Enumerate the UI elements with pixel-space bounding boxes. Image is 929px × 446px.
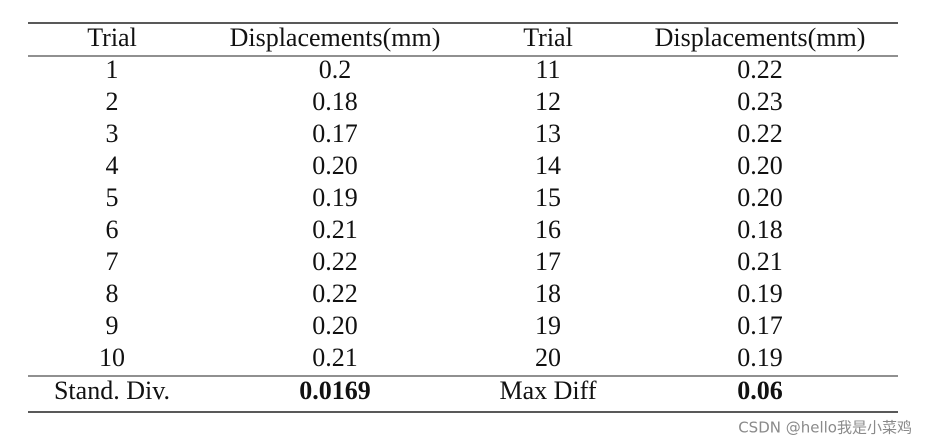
cell: 5 <box>106 183 119 212</box>
cell: 14 <box>535 151 561 180</box>
cell: 7 <box>106 247 119 276</box>
cell: 3 <box>106 119 119 148</box>
header-cell: Displacements(mm) <box>230 23 441 52</box>
cell: 20 <box>535 343 561 372</box>
cell: 11 <box>535 55 560 84</box>
footer-cell: Max Diff <box>499 376 596 405</box>
cell: 0.22 <box>312 279 358 308</box>
footer-cell: 0.06 <box>737 376 783 405</box>
cell: 1 <box>106 55 119 84</box>
cell: 19 <box>535 311 561 340</box>
cell: 0.2 <box>319 55 352 84</box>
cell: 0.20 <box>312 151 358 180</box>
header-cell: Trial <box>523 23 573 52</box>
cell: 2 <box>106 87 119 116</box>
cell: 0.20 <box>312 311 358 340</box>
cell: 17 <box>535 247 561 276</box>
cell: 0.19 <box>312 183 358 212</box>
cell: 9 <box>106 311 119 340</box>
cell: 4 <box>106 151 119 180</box>
cell: 0.18 <box>312 87 358 116</box>
cell: 6 <box>106 215 119 244</box>
cell: 13 <box>535 119 561 148</box>
cell: 0.19 <box>737 343 783 372</box>
cell: 0.20 <box>737 183 783 212</box>
cell: 8 <box>106 279 119 308</box>
cell: 0.17 <box>312 119 358 148</box>
cell: 10 <box>99 343 125 372</box>
cell: 0.18 <box>737 215 783 244</box>
cell: 0.23 <box>737 87 783 116</box>
footer-cell: Stand. Div. <box>54 376 170 405</box>
cell: 0.21 <box>312 343 358 372</box>
cell: 16 <box>535 215 561 244</box>
cell: 0.21 <box>312 215 358 244</box>
cell: 0.19 <box>737 279 783 308</box>
cell: 15 <box>535 183 561 212</box>
watermark: CSDN @hello我是小菜鸡 <box>738 419 912 437</box>
cell: 0.22 <box>312 247 358 276</box>
header-cell: Trial <box>87 23 137 52</box>
cell: 0.22 <box>737 55 783 84</box>
header-cell: Displacements(mm) <box>655 23 866 52</box>
footer-cell: 0.0169 <box>299 376 371 405</box>
cell: 0.22 <box>737 119 783 148</box>
cell: 12 <box>535 87 561 116</box>
cell: 0.20 <box>737 151 783 180</box>
cell: 18 <box>535 279 561 308</box>
cell: 0.21 <box>737 247 783 276</box>
cell: 0.17 <box>737 311 783 340</box>
